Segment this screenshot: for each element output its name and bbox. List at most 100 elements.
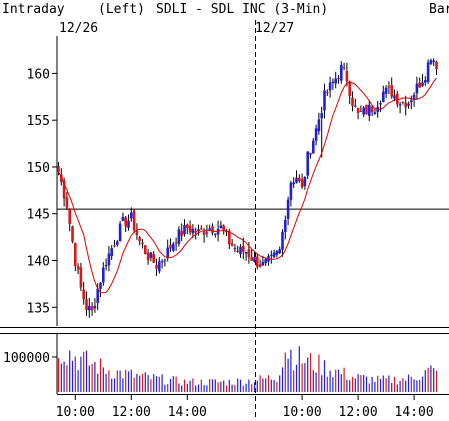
candle-body — [426, 62, 430, 82]
candle-body — [435, 61, 438, 70]
candle-body — [183, 225, 186, 235]
candle-body — [373, 112, 377, 115]
candle-body — [295, 177, 298, 183]
candle-body — [275, 251, 279, 255]
moving-average-line — [58, 77, 437, 294]
candle-body — [118, 223, 122, 242]
candle-body — [303, 177, 307, 186]
candle-body — [62, 180, 66, 199]
time-tick-label: 14:00 — [395, 405, 434, 420]
price-tick-label: 160 — [27, 67, 50, 82]
candle-body — [68, 208, 71, 224]
candle-body — [141, 242, 144, 245]
candle-body — [256, 256, 259, 267]
candle-body — [146, 252, 150, 261]
candle-body — [214, 233, 217, 235]
candle-body — [365, 104, 368, 115]
candle-body — [158, 261, 161, 272]
candle-body — [152, 254, 155, 263]
candle-body — [247, 249, 251, 258]
candle-body — [110, 248, 113, 257]
price-tick-label: 150 — [27, 161, 50, 176]
candle-body — [116, 241, 119, 246]
candle-body — [216, 228, 220, 235]
candle-body — [144, 245, 147, 255]
candle-body — [345, 71, 349, 82]
candle-body — [71, 226, 74, 242]
candle-body — [424, 79, 427, 83]
candle-body — [104, 264, 108, 267]
candle-body — [65, 197, 69, 208]
candle-body — [289, 182, 293, 200]
price-tick-label: 140 — [27, 255, 50, 270]
candle-body — [418, 82, 421, 88]
candle-body — [396, 93, 399, 105]
candle-body — [79, 267, 83, 288]
candle-body — [163, 260, 167, 262]
candle-body — [85, 299, 88, 311]
candle-body — [264, 258, 267, 264]
candle-body — [124, 217, 127, 227]
candle-body — [121, 216, 125, 222]
candle-body — [250, 256, 253, 261]
candle-body — [135, 230, 139, 236]
candle-body — [88, 305, 91, 311]
candle-body — [379, 103, 382, 105]
candle-body — [382, 91, 385, 103]
candle-body — [225, 231, 228, 233]
candle-body — [172, 243, 175, 251]
candle-body — [368, 104, 371, 116]
candle-body — [222, 225, 225, 231]
candle-body — [138, 237, 141, 242]
candle-body — [412, 94, 416, 100]
candle-body — [96, 288, 99, 304]
candle-body — [132, 210, 136, 231]
candle-body — [354, 105, 357, 107]
candle-body — [242, 245, 245, 252]
candle-body — [188, 225, 192, 233]
candle-body — [177, 229, 181, 244]
candle-body — [205, 232, 209, 234]
candle-body — [166, 247, 169, 259]
candle-body — [356, 107, 360, 113]
candle-body — [384, 87, 388, 94]
candle-body — [362, 107, 365, 115]
candle-body — [107, 253, 111, 266]
candle-body — [407, 103, 410, 106]
candle-body — [191, 228, 195, 234]
candle-body — [239, 246, 242, 255]
date-label-day2: 12/27 — [255, 21, 294, 36]
candle-body — [317, 119, 321, 132]
candle-body — [233, 248, 237, 250]
candle-body — [320, 113, 323, 119]
date-label-day1: 12/26 — [59, 21, 98, 36]
candle-body — [130, 212, 133, 219]
candle-body — [261, 261, 265, 266]
candle-body — [155, 264, 158, 269]
candle-body — [270, 254, 273, 256]
time-tick-label: 14:00 — [168, 405, 207, 420]
candle-body — [102, 267, 105, 283]
candle-body — [99, 282, 102, 289]
candle-body — [359, 110, 363, 112]
candle-body — [432, 60, 435, 62]
price-tick-label: 135 — [27, 301, 50, 316]
candle-body — [219, 225, 223, 229]
candle-body — [328, 82, 332, 91]
candle-body — [323, 90, 326, 111]
candle-body — [326, 91, 329, 93]
candle-body — [281, 231, 284, 250]
candle-body — [401, 101, 405, 103]
candle-body — [429, 60, 433, 64]
candle-body — [127, 220, 130, 229]
candle-body — [292, 182, 295, 185]
candle-body — [113, 245, 116, 247]
candle-body — [421, 82, 424, 86]
left-axis-label: (Left) — [98, 2, 145, 17]
candle-body — [208, 228, 211, 231]
candle-body — [253, 257, 256, 262]
time-tick-label: 12:00 — [112, 405, 151, 420]
candle-body — [211, 226, 214, 234]
candle-body — [300, 179, 304, 188]
